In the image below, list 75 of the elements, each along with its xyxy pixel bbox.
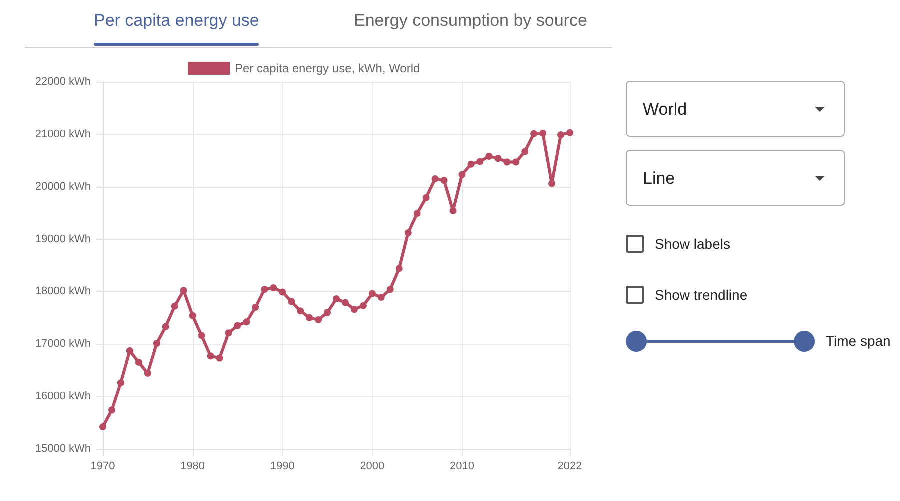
point bbox=[333, 296, 340, 303]
chart-title: Per capita energy use bbox=[94, 11, 260, 31]
point bbox=[297, 308, 304, 315]
point bbox=[225, 330, 232, 337]
y-tick-label: 17000 kWh bbox=[35, 338, 91, 350]
point bbox=[378, 294, 385, 301]
point bbox=[162, 323, 170, 330]
point bbox=[171, 302, 178, 310]
point bbox=[342, 299, 349, 306]
point bbox=[566, 129, 574, 136]
point bbox=[261, 286, 268, 294]
point bbox=[315, 316, 322, 324]
point bbox=[396, 265, 403, 272]
point bbox=[494, 155, 502, 162]
point bbox=[252, 304, 260, 311]
x-tick-label: 2000 bbox=[360, 460, 385, 472]
point bbox=[422, 194, 430, 202]
point bbox=[414, 210, 421, 218]
point bbox=[368, 290, 376, 298]
point bbox=[189, 312, 196, 320]
point bbox=[288, 298, 296, 306]
point bbox=[234, 322, 242, 330]
x-tick-label: 1970 bbox=[90, 460, 116, 472]
point bbox=[243, 318, 250, 326]
point bbox=[144, 370, 152, 377]
point bbox=[135, 358, 142, 366]
point bbox=[270, 284, 278, 292]
y-tick-label: 19000 kWh bbox=[35, 233, 91, 246]
point bbox=[306, 314, 314, 322]
point bbox=[522, 148, 529, 156]
point bbox=[100, 423, 106, 430]
point bbox=[117, 379, 124, 386]
point bbox=[540, 130, 547, 137]
point bbox=[512, 158, 520, 166]
point bbox=[324, 309, 332, 316]
x-tick-label: 1990 bbox=[270, 460, 295, 472]
text: Show labels bbox=[655, 236, 730, 252]
point bbox=[440, 177, 448, 184]
point bbox=[198, 332, 206, 340]
text: Energy consumption by source bbox=[354, 11, 588, 31]
point bbox=[279, 288, 286, 296]
text: Time span bbox=[826, 333, 891, 349]
point bbox=[458, 171, 466, 178]
y-tick-label: 16000 kWh bbox=[35, 390, 91, 403]
point bbox=[548, 180, 556, 188]
y-tick-label: 18000 kWh bbox=[35, 286, 91, 298]
point bbox=[530, 130, 538, 138]
y-tick-label: 21000 kWh bbox=[35, 128, 91, 140]
point bbox=[486, 152, 493, 160]
point bbox=[126, 347, 134, 354]
dropdown-field: World bbox=[626, 81, 845, 137]
point bbox=[504, 158, 511, 166]
y-tick-label: 22000 kWh bbox=[35, 76, 91, 88]
point bbox=[350, 306, 358, 314]
point bbox=[386, 286, 394, 294]
point bbox=[108, 406, 116, 414]
dropdown-field: Line bbox=[626, 150, 845, 206]
x-tick-label: 2010 bbox=[450, 460, 474, 472]
point bbox=[476, 158, 484, 166]
point bbox=[153, 340, 160, 348]
point bbox=[180, 287, 188, 294]
x-tick-label: 1980 bbox=[180, 460, 206, 472]
point bbox=[360, 302, 367, 310]
point bbox=[432, 175, 439, 182]
point bbox=[558, 131, 565, 138]
point bbox=[216, 354, 224, 362]
point bbox=[468, 160, 475, 168]
x-tick-label: 2022 bbox=[558, 460, 582, 472]
y-tick-label: 15000 kWh bbox=[35, 443, 91, 455]
point bbox=[404, 229, 412, 236]
legend-label: Per capita energy use, kWh, World bbox=[235, 62, 420, 76]
point bbox=[450, 207, 457, 214]
text: Show trendline bbox=[655, 287, 748, 303]
y-tick-label: 20000 kWh bbox=[35, 180, 91, 193]
point bbox=[207, 352, 214, 360]
